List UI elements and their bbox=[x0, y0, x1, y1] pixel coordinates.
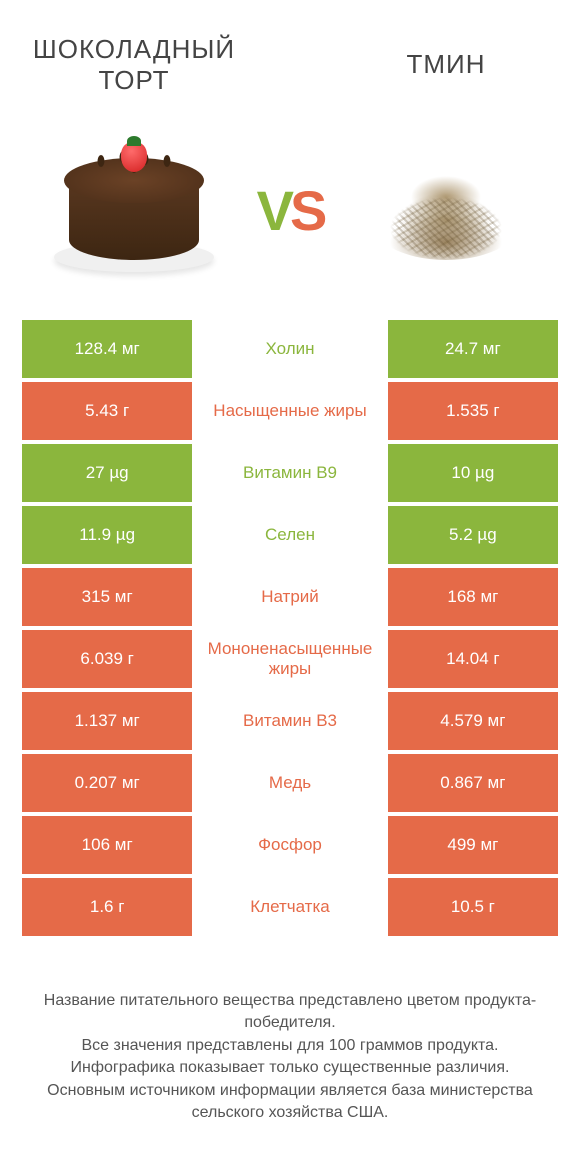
left-value: 6.039 г bbox=[22, 630, 192, 688]
seeds-icon bbox=[366, 150, 526, 270]
right-value: 10 µg bbox=[388, 444, 558, 502]
left-image-cell bbox=[30, 140, 238, 280]
table-row: 11.9 µgСелен5.2 µg bbox=[22, 506, 558, 564]
nutrient-label: Витамин B9 bbox=[192, 444, 387, 502]
vs-s: S bbox=[290, 179, 323, 242]
footer-line: Инфографика показывает только существенн… bbox=[30, 1057, 550, 1079]
left-product-title: ШОКОЛАДНЫЙ ТОРТ bbox=[30, 34, 238, 96]
table-row: 6.039 гМононенасыщенные жиры14.04 г bbox=[22, 630, 558, 688]
table-row: 128.4 мгХолин24.7 мг bbox=[22, 320, 558, 378]
left-value: 315 мг bbox=[22, 568, 192, 626]
footer-line: Все значения представлены для 100 граммо… bbox=[30, 1035, 550, 1057]
table-row: 5.43 гНасыщенные жиры1.535 г bbox=[22, 382, 558, 440]
vs-label: VS bbox=[257, 178, 324, 243]
footer: Название питательного вещества представл… bbox=[0, 940, 580, 1124]
left-value: 1.137 мг bbox=[22, 692, 192, 750]
left-value: 106 мг bbox=[22, 816, 192, 874]
right-value: 4.579 мг bbox=[388, 692, 558, 750]
nutrient-label: Фосфор bbox=[192, 816, 387, 874]
right-value: 5.2 µg bbox=[388, 506, 558, 564]
nutrient-label: Натрий bbox=[192, 568, 387, 626]
nutrient-label: Медь bbox=[192, 754, 387, 812]
table-row: 315 мгНатрий168 мг bbox=[22, 568, 558, 626]
table-row: 1.6 гКлетчатка10.5 г bbox=[22, 878, 558, 936]
table-row: 1.137 мгВитамин B34.579 мг bbox=[22, 692, 558, 750]
right-value: 1.535 г bbox=[388, 382, 558, 440]
table-row: 106 мгФосфор499 мг bbox=[22, 816, 558, 874]
table-row: 27 µgВитамин B910 µg bbox=[22, 444, 558, 502]
nutrient-label: Клетчатка bbox=[192, 878, 387, 936]
right-value: 14.04 г bbox=[388, 630, 558, 688]
footer-line: Название питательного вещества представл… bbox=[30, 990, 550, 1035]
right-value: 10.5 г bbox=[388, 878, 558, 936]
nutrient-label: Селен bbox=[192, 506, 387, 564]
left-value: 1.6 г bbox=[22, 878, 192, 936]
nutrient-label: Холин bbox=[192, 320, 387, 378]
right-value: 24.7 мг bbox=[388, 320, 558, 378]
cake-icon bbox=[54, 140, 214, 280]
left-value: 0.207 мг bbox=[22, 754, 192, 812]
comparison-table: 128.4 мгХолин24.7 мг5.43 гНасыщенные жир… bbox=[0, 320, 580, 936]
right-image-cell bbox=[342, 150, 550, 270]
header: ШОКОЛАДНЫЙ ТОРТ ТМИН bbox=[0, 0, 580, 120]
footer-line: Основным источником информации является … bbox=[30, 1080, 550, 1125]
vs-cell: VS bbox=[238, 178, 342, 243]
nutrient-label: Насыщенные жиры bbox=[192, 382, 387, 440]
right-value: 499 мг bbox=[388, 816, 558, 874]
vs-v: V bbox=[257, 179, 290, 242]
left-value: 11.9 µg bbox=[22, 506, 192, 564]
images-row: VS bbox=[0, 120, 580, 320]
right-value: 168 мг bbox=[388, 568, 558, 626]
table-row: 0.207 мгМедь0.867 мг bbox=[22, 754, 558, 812]
nutrient-label: Мононенасыщенные жиры bbox=[192, 630, 387, 688]
left-value: 128.4 мг bbox=[22, 320, 192, 378]
left-value: 5.43 г bbox=[22, 382, 192, 440]
nutrient-label: Витамин B3 bbox=[192, 692, 387, 750]
right-product-title: ТМИН bbox=[342, 49, 550, 80]
left-value: 27 µg bbox=[22, 444, 192, 502]
right-value: 0.867 мг bbox=[388, 754, 558, 812]
